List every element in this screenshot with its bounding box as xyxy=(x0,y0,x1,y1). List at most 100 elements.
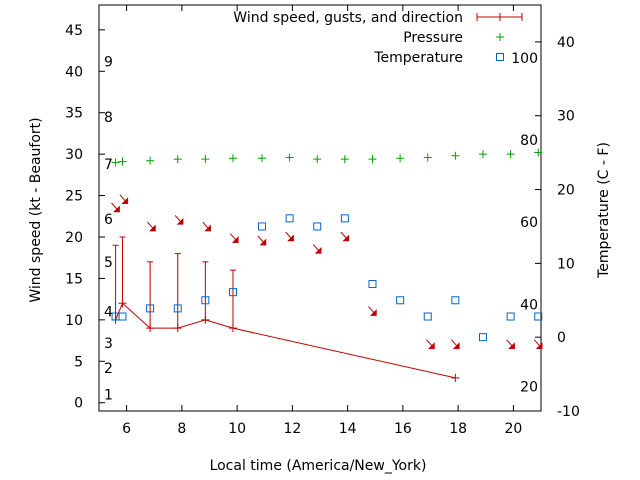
y-left-tick-label: 5 xyxy=(74,354,83,370)
y-left-tick-label: 0 xyxy=(74,396,83,412)
temperature-point xyxy=(228,288,237,297)
x-tick-label: 10 xyxy=(228,421,246,437)
pressure-point xyxy=(146,156,155,165)
pressure-point xyxy=(340,155,349,164)
wind-direction-arrowhead xyxy=(176,217,184,225)
plot-frame xyxy=(98,4,542,412)
wind-direction-arrowhead xyxy=(204,224,211,232)
y-left-tick-label: 15 xyxy=(65,271,83,287)
legend-pressure-marker xyxy=(496,33,504,41)
beaufort-label: 3 xyxy=(104,336,113,352)
pressure-point xyxy=(173,155,182,164)
y-right-tick-label: 10 xyxy=(557,256,575,272)
y-left-tick-label: 40 xyxy=(65,64,83,80)
pressure-point xyxy=(285,153,294,162)
wind-direction-arrowhead xyxy=(535,342,543,349)
wind-direction-arrowhead xyxy=(508,342,515,349)
wind-direction-arrowhead xyxy=(314,246,322,254)
fahrenheit-label: 80 xyxy=(520,133,538,149)
y-right-tick-label: 20 xyxy=(557,183,575,199)
fahrenheit-label: 100 xyxy=(511,51,538,67)
y-left-tick-label: 45 xyxy=(65,23,83,39)
fahrenheit-label: 60 xyxy=(520,215,538,231)
wind-point xyxy=(451,373,460,382)
y-left-tick-label: 20 xyxy=(65,230,83,246)
pressure-point xyxy=(423,153,432,162)
temperature-point xyxy=(173,304,182,313)
pressure-point xyxy=(257,154,266,163)
temperature-point xyxy=(396,296,405,305)
wind-direction-arrowhead xyxy=(369,308,377,316)
legend-label: Pressure xyxy=(403,30,463,46)
temperature-point xyxy=(201,296,210,305)
temperature-point xyxy=(534,312,543,321)
y-left-tick-label: 35 xyxy=(65,106,83,122)
temperature-point xyxy=(118,312,127,321)
beaufort-label: 8 xyxy=(104,110,113,126)
wind-direction-arrowhead xyxy=(148,224,156,232)
temperature-point xyxy=(368,280,377,289)
y-axis-label-left: Wind speed (kt - Beaufort) xyxy=(28,117,44,302)
temperature-point xyxy=(313,222,322,231)
y-left-tick-label: 25 xyxy=(65,189,83,205)
pressure-point xyxy=(534,148,543,157)
legend-temperature-marker xyxy=(496,53,504,61)
x-axis-label: Local time (America/New_York) xyxy=(210,458,427,474)
legend-label: Temperature xyxy=(373,50,463,66)
wind-direction-arrowhead xyxy=(231,236,239,243)
pressure-point xyxy=(396,154,405,163)
y-right-tick-label: 30 xyxy=(557,109,575,125)
wind-speed-line xyxy=(115,302,456,379)
x-tick-label: 14 xyxy=(339,421,357,437)
temperature-point xyxy=(506,312,515,321)
wind-direction-arrowhead xyxy=(342,234,350,242)
beaufort-label: 5 xyxy=(104,255,113,271)
x-tick-label: 16 xyxy=(394,421,412,437)
beaufort-label: 2 xyxy=(104,361,113,377)
wind-direction-arrowhead xyxy=(452,342,460,349)
temperature-point xyxy=(340,214,349,223)
pressure-point xyxy=(478,150,487,159)
pressure-point xyxy=(451,151,460,160)
x-tick-label: 20 xyxy=(504,421,522,437)
y-right-tick-label: 0 xyxy=(557,330,566,346)
pressure-point xyxy=(313,155,322,164)
x-tick-label: 18 xyxy=(449,421,467,437)
pressure-point xyxy=(506,150,515,159)
y-right-tick-label: 40 xyxy=(557,35,575,51)
pressure-point xyxy=(118,157,127,166)
y-axis-label-right: Temperature (C - F) xyxy=(596,142,612,279)
temperature-point xyxy=(146,304,155,313)
beaufort-label: 4 xyxy=(104,305,113,321)
fahrenheit-label: 40 xyxy=(520,298,538,314)
wind-direction-arrowhead xyxy=(121,197,129,204)
beaufort-label: 1 xyxy=(104,387,113,403)
pressure-point xyxy=(111,158,120,167)
temperature-point xyxy=(423,312,432,321)
x-tick-label: 6 xyxy=(122,421,131,437)
pressure-point xyxy=(228,154,237,163)
wind-direction-arrowhead xyxy=(112,205,120,213)
wind-direction-arrowhead xyxy=(287,234,294,242)
wind-direction-arrowhead xyxy=(427,342,435,349)
temperature-point xyxy=(478,333,487,342)
temperature-point xyxy=(257,222,266,231)
temperature-point xyxy=(451,296,460,305)
y-left-tick-label: 10 xyxy=(65,313,83,329)
y-right-tick-label: -10 xyxy=(557,404,580,420)
pressure-point xyxy=(368,155,377,164)
temperature-point xyxy=(285,214,294,223)
beaufort-label: 6 xyxy=(104,212,113,228)
fahrenheit-label: 20 xyxy=(520,380,538,396)
wind-direction-arrowhead xyxy=(259,238,267,246)
pressure-point xyxy=(201,155,210,164)
x-tick-label: 8 xyxy=(177,421,186,437)
x-tick-label: 12 xyxy=(283,421,301,437)
legend-wind-marker xyxy=(496,13,504,21)
y-left-tick-label: 30 xyxy=(65,147,83,163)
beaufort-label: 7 xyxy=(104,157,113,173)
beaufort-label: 9 xyxy=(104,54,113,70)
legend-label: Wind speed, gusts, and direction xyxy=(233,10,463,26)
